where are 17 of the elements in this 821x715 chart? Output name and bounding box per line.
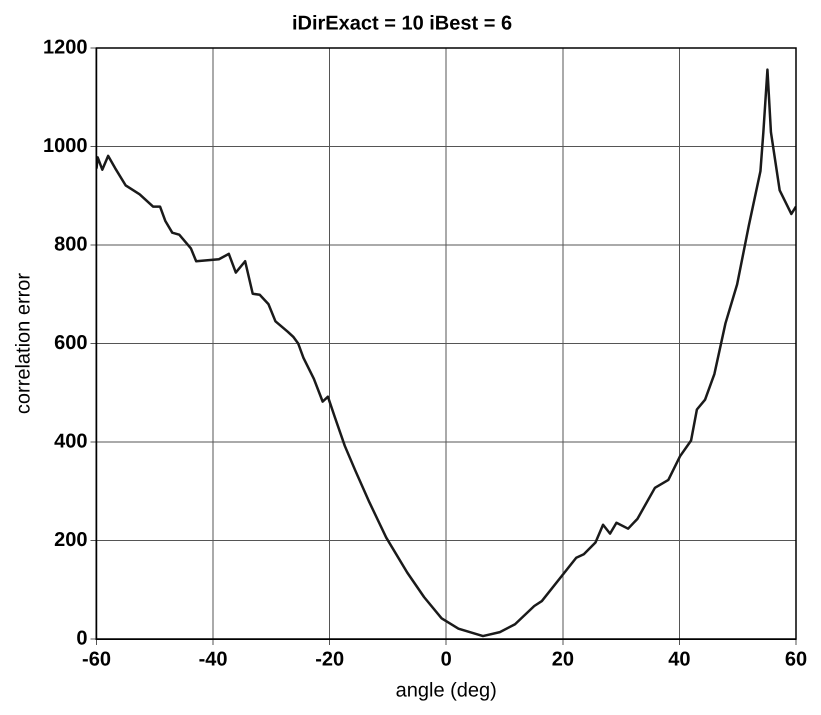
y-tick-label: 1200 xyxy=(42,36,88,59)
x-tick-label: -40 xyxy=(198,648,228,671)
x-tick-label: 0 xyxy=(440,648,452,671)
x-tick-label: -60 xyxy=(82,648,111,671)
x-tick-label: -20 xyxy=(315,648,344,671)
y-tick-label: 800 xyxy=(54,234,88,256)
y-tick-label: 1000 xyxy=(42,135,88,158)
x-tick-label: 20 xyxy=(552,648,574,671)
y-tick-label: 400 xyxy=(54,430,88,453)
y-tick-label: 0 xyxy=(76,628,88,650)
x-tick-label: 60 xyxy=(784,648,808,671)
chart-title: iDirExact = 10 iBest = 6 xyxy=(292,12,512,35)
y-tick-label: 600 xyxy=(54,332,88,354)
y-axis-title: correlation error xyxy=(12,272,35,414)
y-tick-label: 200 xyxy=(54,529,88,552)
x-axis-title: angle (deg) xyxy=(396,680,497,702)
x-tick-label: 40 xyxy=(668,648,691,671)
